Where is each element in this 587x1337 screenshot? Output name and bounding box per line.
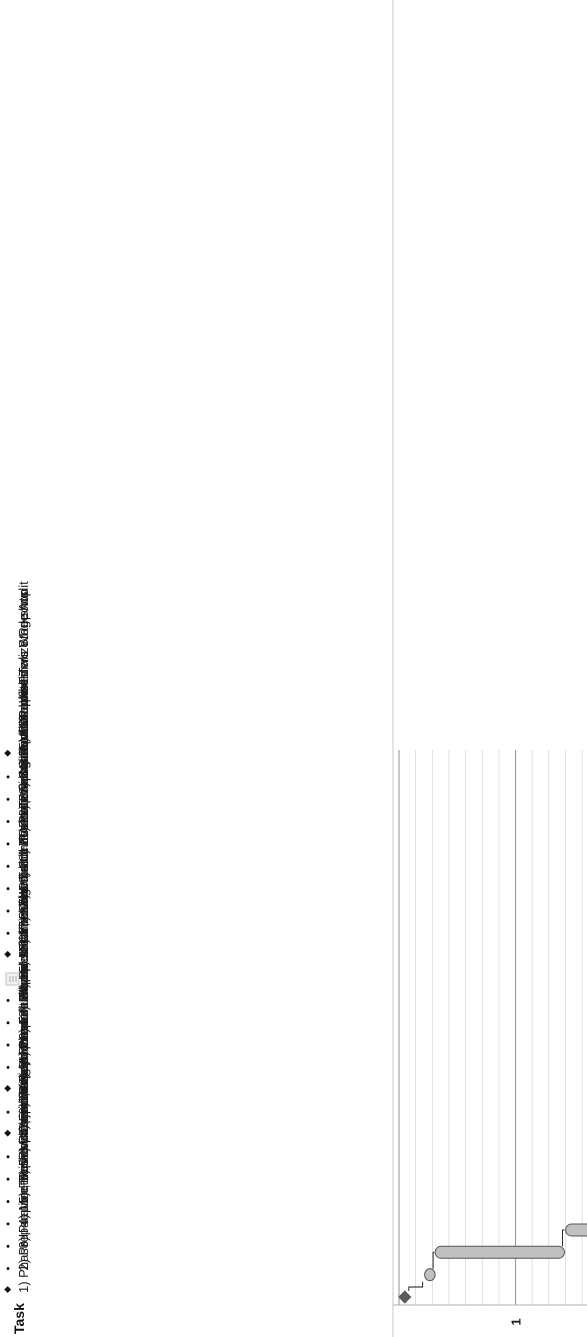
task-label: 11) Prepare Sample Frame [16, 913, 31, 1070]
task-label: 2) Preparation, Review Objectives [16, 1074, 31, 1271]
task-bullet: ● [5, 1177, 12, 1181]
task-label: 18) Provide Team Training [16, 762, 31, 914]
task-list: Task ◆ 1) Phase I ● 2) Preparation, Review … [2, 581, 31, 1334]
task-label: 1) Phase I [16, 1234, 31, 1293]
task-label: 17) Schedule Interviews and Site Visits [16, 710, 31, 935]
task-label: 21) Prepare In-depth Studies [16, 679, 31, 846]
task-bars [398, 1223, 587, 1304]
task-label: 24) Review and Finalize Reports [16, 591, 31, 779]
milestone-marker [398, 1290, 412, 1304]
task-bullet: ● [5, 1155, 12, 1159]
x-axis: 12345678 [509, 1318, 524, 1325]
task-bullet: ● [5, 864, 12, 868]
task-label: 20) Evaluate Results [16, 748, 31, 868]
task-bullet: ● [5, 1266, 12, 1270]
task-bullet: ● [5, 1222, 12, 1226]
task-label: 5) Prepare Inception Report [16, 1043, 31, 1204]
task-label: 4) Meet with Ministries, Associations [16, 1017, 31, 1226]
task-bullet: ◆ [2, 1130, 12, 1137]
task-column-header: Task [11, 1303, 27, 1334]
task-bullet: ● [5, 797, 12, 801]
dependency-arrow [432, 1251, 435, 1269]
task-bullet: ● [5, 1244, 12, 1248]
dependency-links [408, 1229, 565, 1291]
task-bar [424, 1268, 436, 1282]
task-bullet: ● [5, 775, 12, 779]
task-label: 12) Edit Interview Checklist [16, 890, 31, 1047]
task-label: 7) Prepare Policy Note [16, 1028, 31, 1159]
task-label: 22) Prepare Audit Report [16, 679, 31, 823]
task-bullet: ◆ [2, 951, 12, 958]
task-bullet: ◆ [2, 1085, 12, 1092]
chart-grid [392, 0, 587, 1337]
dependency-arrow [562, 1229, 565, 1247]
task-bullet: ● [5, 1199, 12, 1203]
task-label: 25) Complete Two Stage Audit [16, 581, 31, 757]
task-bullet: ● [5, 886, 12, 890]
task-label: 19) Conduct Interviews and Site Visits [16, 671, 31, 890]
task-bullet: ◆ [2, 1286, 12, 1293]
task-label: 23) Conduct Stakeholders Workshop [16, 589, 31, 801]
task-bullet: ● [5, 931, 12, 935]
task-label: 3) Prepare Desktop Review [16, 1089, 31, 1249]
task-label: 10) Preparation Phase II [16, 951, 31, 1092]
task-bullet: ● [5, 998, 12, 1002]
task-bar [565, 1223, 587, 1237]
task-bullet: ● [5, 1021, 12, 1025]
dependency-arrow [408, 1281, 424, 1291]
task-label: 16) Phase II [16, 888, 31, 958]
task-bullet: ◆ [2, 750, 12, 757]
x-tick-label: 1 [509, 1318, 524, 1325]
task-label: 8) End Single Phase Audit [16, 985, 31, 1136]
task-bullet: ● [5, 842, 12, 846]
task-bullet: ● [5, 1110, 12, 1114]
task-bullet: ● [5, 1043, 12, 1047]
task-label: 14) Recruit Interview Team [16, 848, 31, 1002]
task-label: 9) Prepare Phase I Report [16, 962, 31, 1114]
task-bullet: ● [5, 1065, 12, 1069]
panel-divider [5, 972, 20, 986]
task-label: 6) Decide on Phase II [16, 1056, 31, 1181]
task-bullet: ● [5, 909, 12, 913]
task-label: 13) Prepare Plan, Budget, and TORs [16, 812, 31, 1025]
task-label: 15) Mobilize Team [16, 875, 31, 980]
task-bar [434, 1245, 565, 1259]
task-bullet: ● [5, 819, 12, 823]
